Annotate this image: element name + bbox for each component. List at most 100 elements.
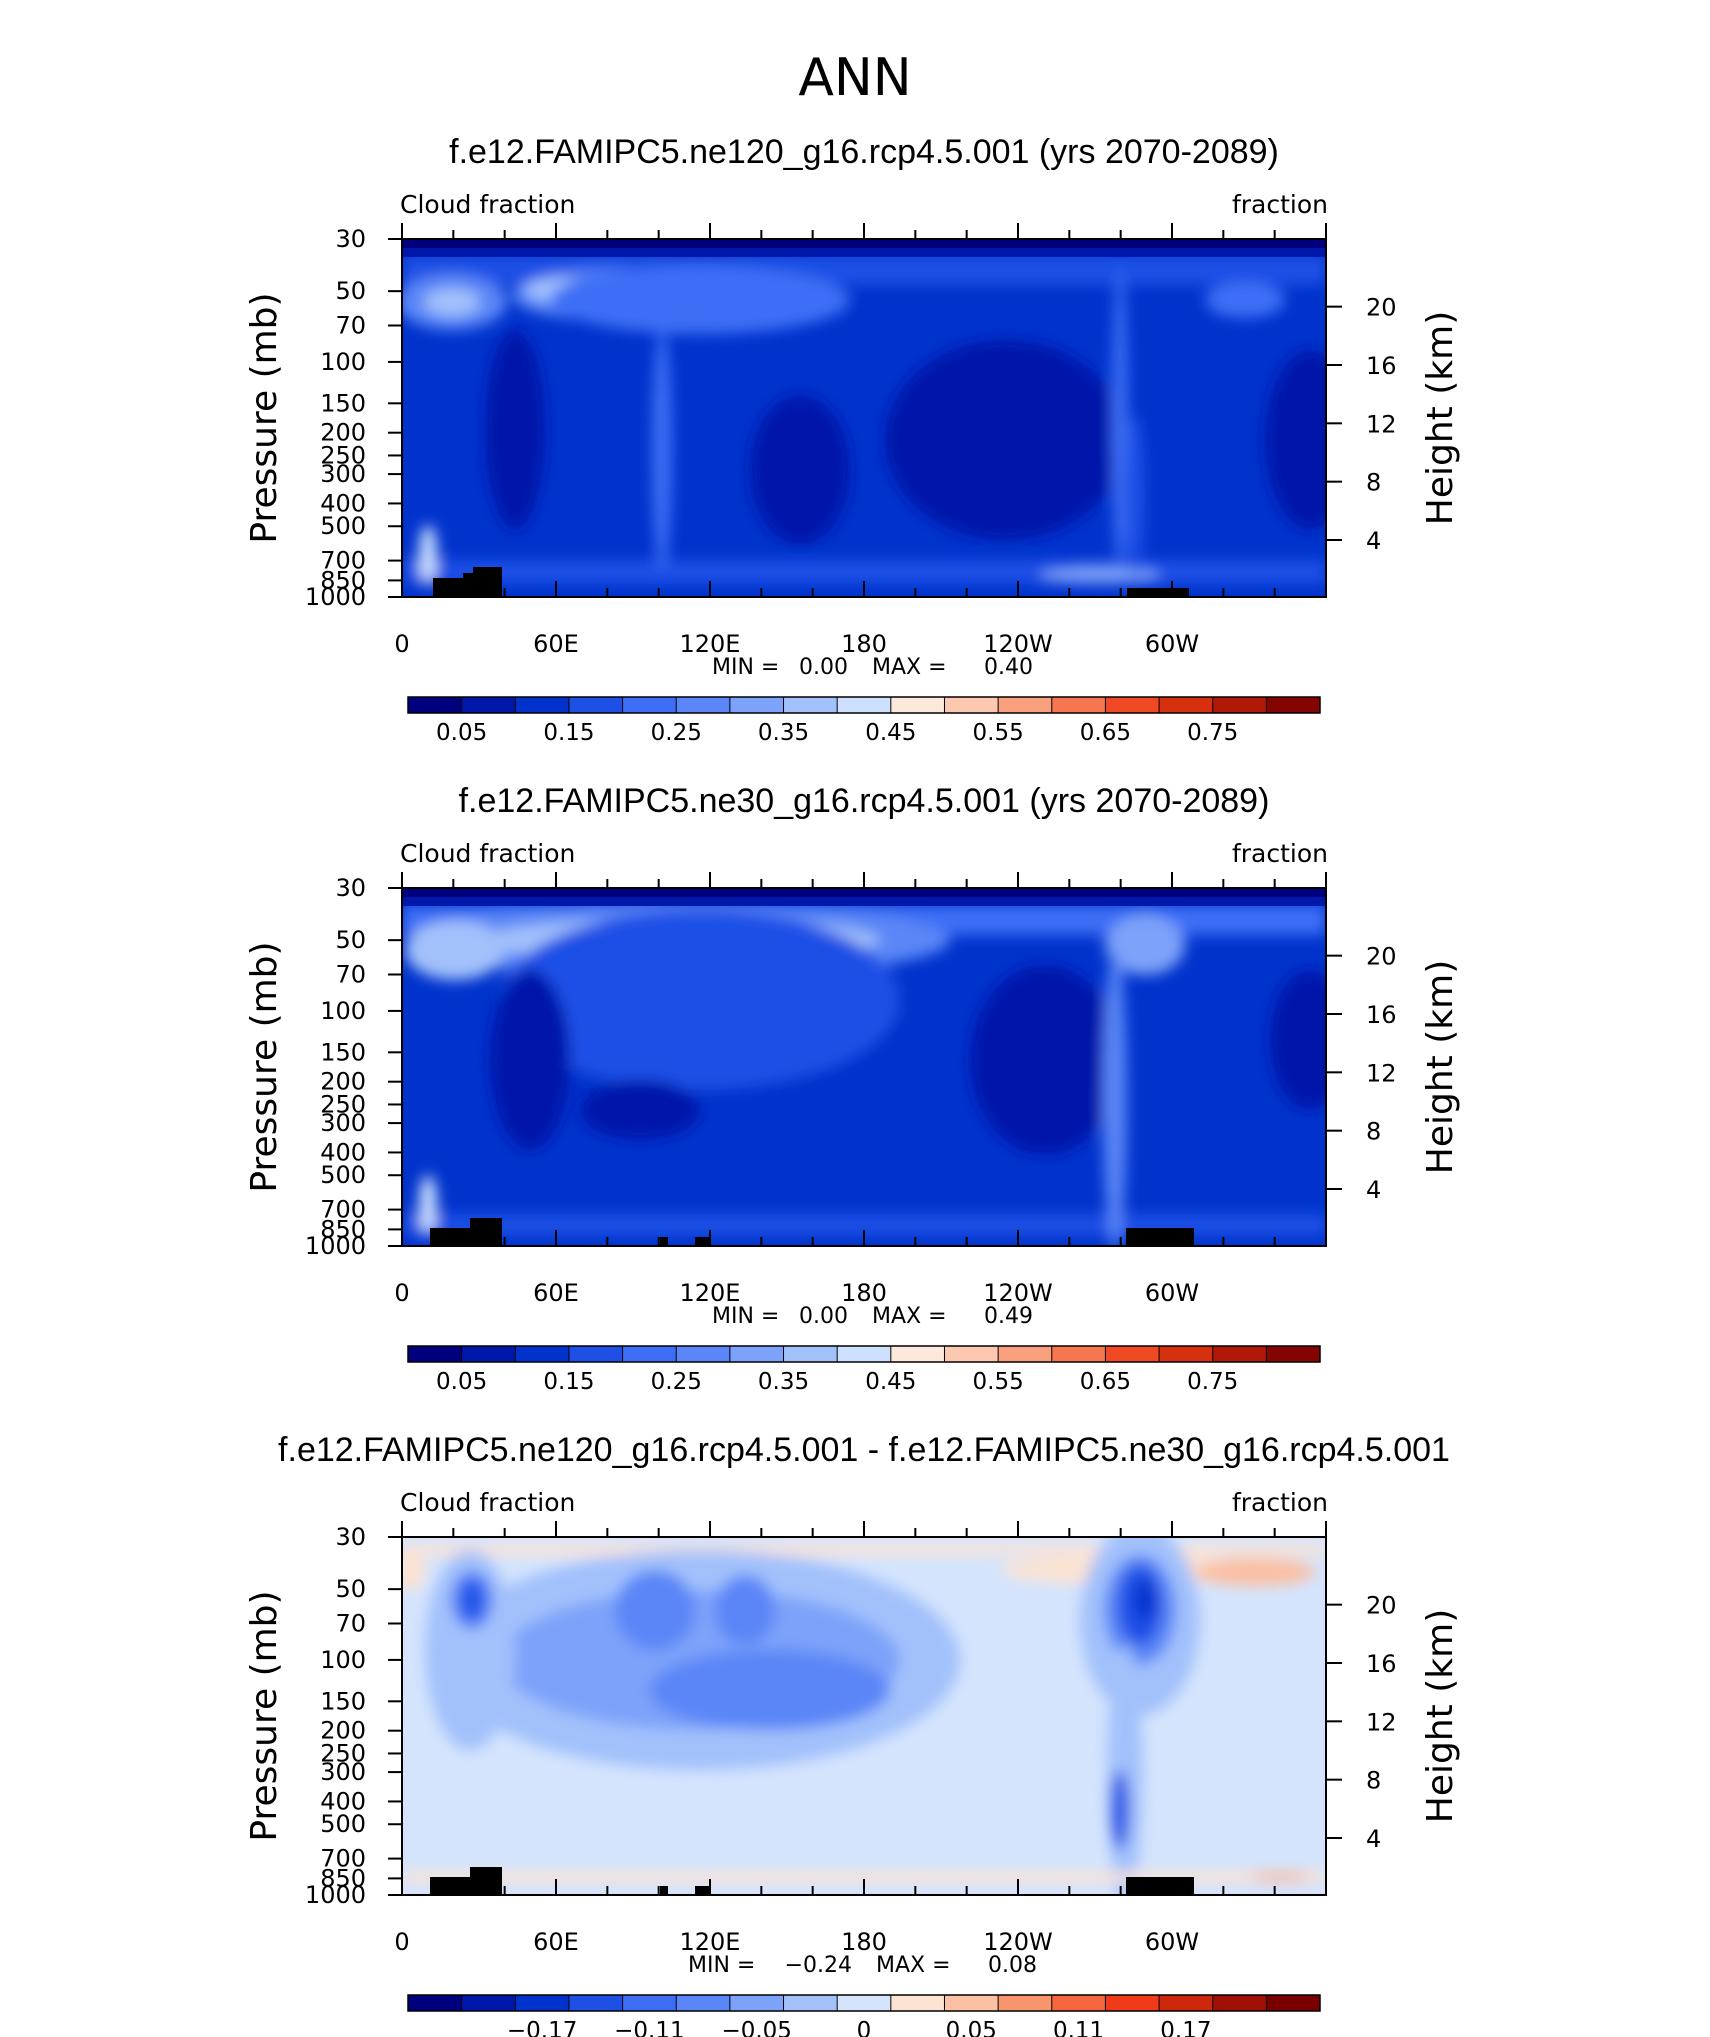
panel-3-ylabel-height: Height (km): [1420, 1609, 1461, 1823]
colorbar-swatch: [837, 1995, 892, 2011]
colorbar-label: 0: [857, 2018, 872, 2037]
colorbar-swatch: [408, 1346, 463, 1362]
pressure-tick-label: 500: [320, 1161, 366, 1189]
height-tick-label: 20: [1366, 943, 1397, 971]
colorbar-swatch: [783, 697, 838, 713]
panel-2: f.e12.FAMIPC5.ne30_g16.rcp4.5.001 (yrs 2…: [244, 782, 1461, 1395]
colorbar-swatch: [944, 1346, 999, 1362]
colorbar-label: 0.55: [973, 1369, 1024, 1395]
figure-title: ANN: [798, 48, 911, 108]
pressure-tick-label: 300: [320, 1109, 366, 1137]
pressure-tick-label: 50: [335, 277, 366, 305]
colorbar-label: 0.25: [651, 1369, 702, 1395]
pressure-tick-label: 200: [320, 1068, 366, 1096]
panel-2-units-label: fraction: [1232, 839, 1328, 868]
lon-tick-label: 0: [394, 630, 409, 658]
lon-tick-label: 60W: [1145, 1279, 1199, 1307]
panel-1-max-value: 0.40: [984, 655, 1033, 680]
colorbar-swatch: [1266, 697, 1321, 713]
panel-2-min-label: MIN =: [712, 1304, 779, 1329]
panel-3-colorbar: −0.17 −0.11 −0.05 0 0.05 0.11 0.17: [407, 1994, 1321, 2037]
colorbar-swatch: [1266, 1995, 1321, 2011]
height-tick-label: 16: [1366, 1001, 1397, 1029]
height-tick-label: 4: [1366, 1176, 1381, 1204]
colorbar-swatch: [461, 1346, 516, 1362]
pressure-tick-label: 100: [320, 348, 366, 376]
colorbar-label: 0.05: [946, 2018, 997, 2037]
pressure-tick-label: 850: [320, 1215, 366, 1243]
lon-tick-label: 60E: [533, 1928, 579, 1956]
colorbar-swatch: [676, 697, 731, 713]
panel-3-max-label: MAX =: [876, 1953, 951, 1978]
lon-tick-label: 120E: [680, 1279, 741, 1307]
colorbar-swatch: [568, 1995, 624, 2011]
colorbar-swatch: [1159, 1346, 1214, 1362]
colorbar-label: 0.17: [1160, 2018, 1211, 2037]
pressure-tick-label: 700: [320, 1845, 366, 1873]
colorbar-label: 0.05: [436, 1369, 487, 1395]
panel-3-x-ticks: 0 60E 120E 180 120W 60W: [394, 1521, 1327, 1956]
colorbar-label: 0.35: [758, 720, 809, 746]
colorbar-label: −0.11: [614, 2018, 684, 2037]
height-tick-label: 4: [1366, 1825, 1381, 1853]
lon-tick-label: 180: [841, 1279, 887, 1307]
pressure-tick-label: 400: [320, 489, 366, 517]
colorbar-swatch: [461, 1995, 516, 2011]
colorbar-swatch: [1051, 1995, 1106, 2011]
panel-2-max-label: MAX =: [872, 1304, 947, 1329]
pressure-tick-label: 500: [320, 1810, 366, 1838]
pressure-tick-label: 70: [335, 1610, 366, 1638]
pressure-tick-label: 200: [320, 419, 366, 447]
colorbar-swatch: [944, 697, 999, 713]
panel-1-ylabel-pressure: Pressure (mb): [244, 292, 285, 543]
panel-1-contour-field: [402, 239, 1326, 597]
pressure-tick-label: 1000: [305, 1881, 366, 1909]
panel-1-right-ticks: 20 16 12 8 4: [1326, 294, 1397, 555]
panel-3: f.e12.FAMIPC5.ne120_g16.rcp4.5.001 - f.e…: [244, 1431, 1461, 2037]
colorbar-swatch: [783, 1346, 838, 1362]
panel-1-title: f.e12.FAMIPC5.ne120_g16.rcp4.5.001 (yrs …: [449, 133, 1279, 171]
pressure-tick-label: 30: [335, 874, 366, 902]
panel-1-colorbar: 0.05 0.15 0.25 0.35 0.45 0.55 0.65 0.75: [407, 696, 1321, 746]
lon-tick-label: 60E: [533, 630, 579, 658]
pressure-tick-label: 500: [320, 512, 366, 540]
lon-tick-label: 0: [394, 1279, 409, 1307]
lon-tick-label: 120W: [983, 1279, 1053, 1307]
lon-tick-label: 120E: [680, 1928, 741, 1956]
panel-3-variable-label: Cloud fraction: [400, 1488, 575, 1517]
colorbar-frame: [407, 1345, 1321, 1363]
height-tick-label: 16: [1366, 1650, 1397, 1678]
colorbar-swatch: [1051, 1346, 1106, 1362]
pressure-tick-label: 200: [320, 1717, 366, 1745]
pressure-tick-label: 100: [320, 997, 366, 1025]
panel-2-max-value: 0.49: [984, 1304, 1033, 1329]
pressure-tick-label: 700: [320, 547, 366, 575]
colorbar-label: 0.45: [865, 720, 916, 746]
colorbar-label: 0.75: [1187, 1369, 1238, 1395]
colorbar-label: 0.35: [758, 1369, 809, 1395]
colorbar-swatch: [1212, 1346, 1267, 1362]
colorbar-label: 0.25: [651, 720, 702, 746]
colorbar-swatch: [461, 697, 516, 713]
pressure-tick-label: 300: [320, 1758, 366, 1786]
lon-tick-label: 180: [841, 630, 887, 658]
panel-1-min-label: MIN =: [712, 655, 779, 680]
pressure-tick-label: 250: [320, 441, 366, 469]
panel-2-ylabel-pressure: Pressure (mb): [244, 941, 285, 1192]
pressure-tick-label: 250: [320, 1739, 366, 1767]
pressure-tick-label: 150: [320, 1038, 366, 1066]
colorbar-label: 0.15: [543, 720, 594, 746]
panel-2-min-value: 0.00: [799, 1304, 848, 1329]
lon-tick-label: 60W: [1145, 1928, 1199, 1956]
colorbar-swatch: [998, 1346, 1053, 1362]
panel-1: f.e12.FAMIPC5.ne120_g16.rcp4.5.001 (yrs …: [244, 133, 1461, 746]
colorbar-swatch: [783, 1995, 838, 2011]
colorbar-label: −0.17: [507, 2018, 577, 2037]
colorbar-swatch: [408, 1995, 463, 2011]
height-tick-label: 16: [1366, 352, 1397, 380]
colorbar-label: 0.15: [543, 1369, 594, 1395]
colorbar-swatch: [1266, 1346, 1321, 1362]
colorbar-label: 0.11: [1053, 2018, 1104, 2037]
